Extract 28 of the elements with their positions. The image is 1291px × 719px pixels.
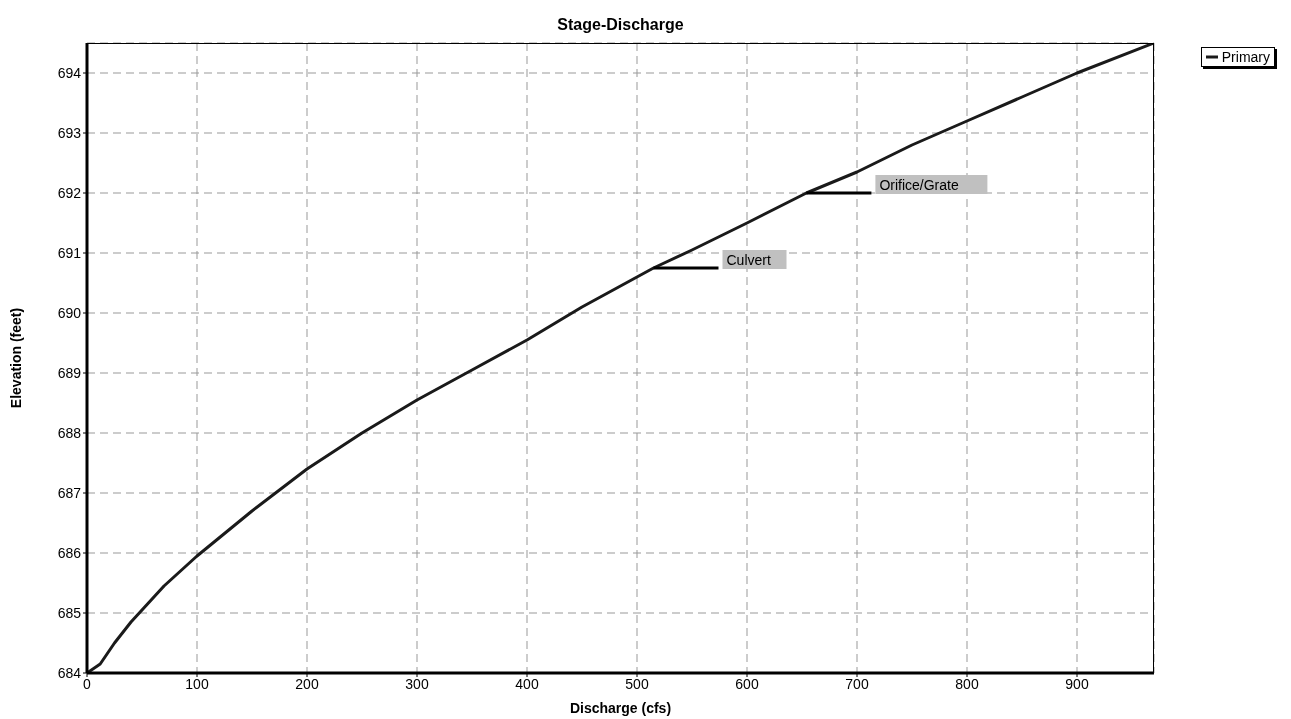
line-series: [87, 43, 1154, 673]
y-tick-label: 693: [57, 124, 82, 141]
y-tick-label: 688: [57, 424, 82, 441]
y-tick-label: 691: [57, 244, 82, 261]
x-tick-label: 400: [515, 675, 539, 692]
chart-title: Stage-Discharge: [556, 16, 685, 34]
y-axis-title: Elevation (feet): [7, 307, 24, 409]
x-tick-label: 200: [295, 675, 319, 692]
y-tick-label: 694: [57, 64, 82, 81]
annotation: Culvert: [726, 252, 771, 268]
x-tick-label: 300: [405, 675, 429, 692]
x-tick-label: 0: [83, 675, 92, 692]
x-tick-label: 600: [735, 675, 759, 692]
x-tick-label: 500: [625, 675, 649, 692]
x-tick-label: 800: [955, 675, 979, 692]
x-tick-label: 900: [1065, 675, 1089, 692]
annotation: Orifice/Grate: [879, 177, 959, 193]
legend-label: Primary: [1220, 49, 1270, 65]
y-tick-label: 687: [57, 484, 82, 501]
x-tick-label: 100: [185, 675, 209, 692]
x-tick-label: 700: [845, 675, 869, 692]
x-axis-title: Discharge (cfs): [569, 700, 672, 716]
y-tick-label: 692: [57, 184, 82, 201]
y-tick-label: 689: [57, 364, 82, 381]
y-tick-label: 685: [57, 604, 82, 621]
y-tick-label: 690: [57, 304, 82, 321]
y-tick-label: 684: [57, 664, 82, 681]
y-tick-label: 686: [57, 544, 82, 561]
